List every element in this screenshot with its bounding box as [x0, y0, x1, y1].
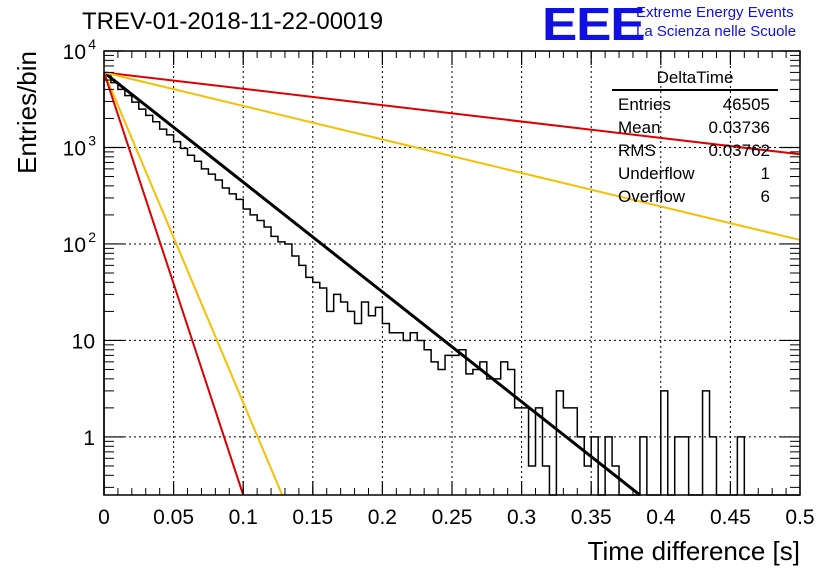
x-tick-label: 0.45 [710, 506, 751, 529]
x-tick-label: 0.15 [292, 506, 333, 529]
x-tick-label: 0.05 [153, 506, 194, 529]
stats-row-entries: Entries 46505 [612, 93, 778, 116]
bound-line [103, 72, 245, 496]
stats-row-overflow: Overflow 6 [612, 185, 778, 208]
stats-label: Mean [618, 118, 661, 137]
bound-line [103, 71, 801, 241]
x-tick-label: 0.2 [368, 506, 397, 529]
bound-line [103, 72, 284, 496]
stats-label: Entries [618, 95, 671, 114]
y-tick-exponent: 3 [88, 132, 96, 148]
bound-line [103, 71, 801, 156]
stats-value: 1 [760, 164, 770, 183]
y-tick-label: 10 [63, 41, 86, 64]
stats-value: 0.03736 [708, 118, 770, 137]
logo-subtitle: Extreme Energy Events La Scienza nelle S… [636, 3, 796, 41]
stats-label: Underflow [618, 164, 695, 183]
stats-box: DeltaTime Entries 46505 Mean 0.03736 RMS… [612, 68, 778, 208]
y-tick-exponent: 4 [88, 36, 96, 52]
eee-logo: EEE [542, 0, 646, 50]
stats-value: 46505 [722, 95, 770, 114]
stats-row-mean: Mean 0.03736 [612, 116, 778, 139]
y-axis-title: Entries/bin [12, 51, 42, 174]
x-tick-label: 0.35 [571, 506, 612, 529]
y-tick-label: 10 [63, 137, 86, 160]
x-tick-label: 0.3 [507, 506, 536, 529]
x-axis-title: Time difference [s] [588, 536, 800, 566]
chart-title: TREV-01-2018-11-22-00019 [82, 8, 384, 35]
x-tick-label: 0.25 [432, 506, 473, 529]
x-tick-label: 0 [98, 506, 110, 529]
y-tick-label: 10 [72, 330, 95, 353]
stats-value: 0.03762 [708, 141, 770, 160]
y-tick-label: 1 [83, 427, 95, 450]
fit-lines [103, 71, 801, 497]
stats-title: DeltaTime [612, 68, 778, 91]
logo-line-2: La Scienza nelle Scuole [636, 23, 797, 40]
y-tick-label: 10 [63, 234, 86, 257]
axis-ticks [103, 50, 801, 495]
stats-row-rms: RMS 0.03762 [612, 139, 778, 162]
y-tick-exponent: 2 [88, 229, 96, 245]
tick-labels: 0 0.05 0.1 0.15 0.2 0.25 0.3 0.35 0.4 0.45 0.5 1 10 1… [63, 36, 815, 529]
stats-label: Overflow [618, 187, 686, 206]
fit-line [103, 71, 641, 497]
stats-label: RMS [618, 141, 656, 160]
x-tick-label: 0.1 [229, 506, 258, 529]
stats-row-underflow: Underflow 1 [612, 162, 778, 185]
stats-value: 6 [760, 187, 770, 206]
x-tick-label: 0.5 [785, 506, 814, 529]
logo-line-1: Extreme Energy Events [636, 4, 794, 21]
x-tick-label: 0.4 [646, 506, 676, 529]
